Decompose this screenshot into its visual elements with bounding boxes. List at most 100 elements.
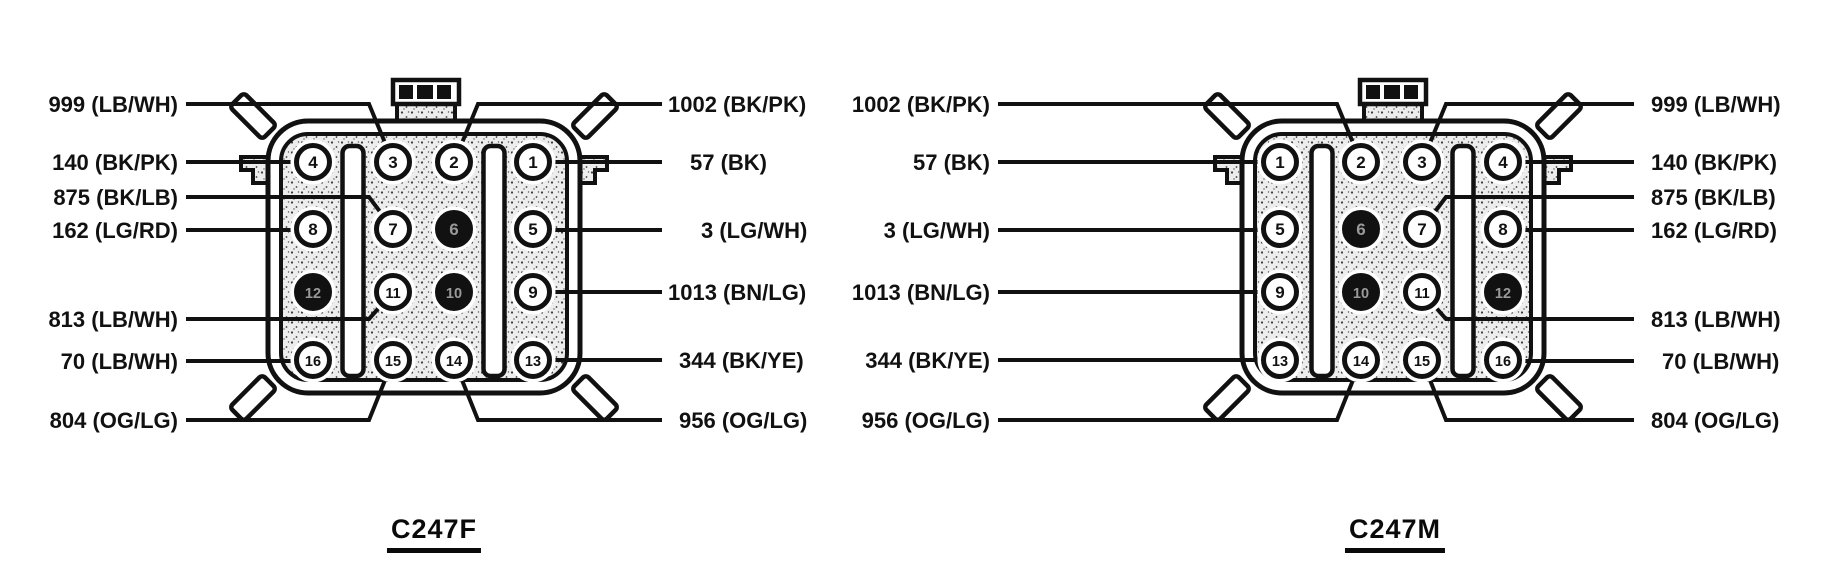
pin-circle [294,273,332,311]
pin-circle [514,341,552,379]
pin-circle [514,143,552,181]
wire-label: 813 (LB/WH) [48,307,178,332]
pin-circle [1261,143,1299,181]
pin-number: 6 [449,220,458,239]
pin-circle [294,210,332,248]
wire-label: 804 (OG/LG) [1651,408,1779,433]
pin-number: 7 [388,220,397,239]
wire-label: 70 (LB/WH) [61,349,178,374]
pin-circle [374,273,412,311]
wire-label: 875 (BK/LB) [1651,185,1776,210]
corner-wing [1535,374,1583,422]
pin-circle [435,143,473,181]
wire-label: 162 (LG/RD) [1651,218,1777,243]
pin-number: 16 [1495,354,1511,370]
pin-number: 10 [446,286,462,302]
leader-line-pin-2 [458,102,662,147]
pin-circle [1484,143,1522,181]
corner-wing [229,374,277,422]
pin-3: 3 [370,139,416,185]
pin-circle [514,210,552,248]
leader-line-pin-15 [1426,375,1634,422]
pin-14: 14 [1338,337,1384,383]
pin-number: 5 [528,220,537,239]
wire-label: 140 (BK/PK) [52,150,178,175]
pin-number: 9 [528,283,537,302]
wire-label: 1002 (BK/PK) [668,92,806,117]
connector-c247f: 999 (LB/WH) 140 (BK/PK) 875 (BK/LB) 162 (LG… [48,77,807,433]
wire-label: 344 (BK/YE) [865,348,990,373]
wire-label: 804 (OG/LG) [50,408,178,433]
corner-wing [1203,92,1251,140]
pin-1: 1 [510,139,556,185]
caption-c247f: C247F [386,514,482,553]
pin-number: 1 [1275,153,1284,172]
wire-label: 3 (LG/WH) [884,218,990,243]
pin-number: 6 [1356,220,1365,239]
pin-circle [514,273,552,311]
pin-circle [435,210,473,248]
pin-number: 4 [1498,153,1508,172]
wire-label: 1013 (BN/LG) [852,280,990,305]
wire-label: 344 (BK/YE) [679,348,804,373]
pin-circle [294,341,332,379]
corner-wing [1535,92,1583,140]
pin-2: 2 [431,139,477,185]
pin-14: 14 [431,337,477,383]
pin-10: 10 [1338,269,1384,315]
pin-11: 11 [1399,269,1445,315]
pin-circle [1484,341,1522,379]
pin-7: 7 [1399,206,1445,252]
connector-c247m: 1002 (BK/PK) 57 (BK) 3 (LG/WH) 1013 (BN/LG)… [852,77,1781,433]
pin-circle [1261,210,1299,248]
pin-circle [1403,143,1441,181]
wire-label: 999 (LB/WH) [48,92,178,117]
pin-6: 6 [1338,206,1384,252]
pin-circle [1484,210,1522,248]
wire-label: 1013 (BN/LG) [668,280,806,305]
corner-wing [571,92,619,140]
pin-10: 10 [431,269,477,315]
pin-15: 15 [1399,337,1445,383]
leader-line-pin-14 [998,375,1357,422]
pin-circle [1403,341,1441,379]
latch-tab-cell [399,85,413,99]
pin-circle [1261,273,1299,311]
pin-number: 3 [1417,153,1426,172]
pin-circle [435,341,473,379]
pin-4: 4 [290,139,336,185]
pin-8: 8 [290,206,336,252]
pin-number: 15 [1414,354,1430,370]
pin-9: 9 [510,269,556,315]
wire-label: 813 (LB/WH) [1651,307,1781,332]
pin-3: 3 [1399,139,1445,185]
pin-number: 15 [385,354,401,370]
wire-label: 57 (BK) [913,150,990,175]
pin-1: 1 [1257,139,1303,185]
pin-number: 10 [1353,286,1369,302]
leader-line-pin-3 [1426,102,1634,147]
pin-7: 7 [370,206,416,252]
pin-number: 12 [305,286,321,302]
pin-number: 8 [308,220,317,239]
pin-circle [294,143,332,181]
pin-16: 16 [1480,337,1526,383]
pin-number: 8 [1498,220,1507,239]
pin-number: 13 [525,354,541,370]
pin-16: 16 [290,337,336,383]
pin-8: 8 [1480,206,1526,252]
latch-tab-cell [417,85,433,99]
pin-number: 1 [528,153,537,172]
connectors-group: 999 (LB/WH) 140 (BK/PK) 875 (BK/LB) 162 (LG… [48,77,1781,433]
pin-5: 5 [1257,206,1303,252]
pin-9: 9 [1257,269,1303,315]
leader-line-pin-7 [186,195,385,217]
pin-circle [374,210,412,248]
pin-circle [374,341,412,379]
keyway-slot [1450,143,1476,379]
wire-label: 875 (BK/LB) [53,185,178,210]
pin-number: 12 [1495,286,1511,302]
wire-label: 956 (OG/LG) [862,408,990,433]
